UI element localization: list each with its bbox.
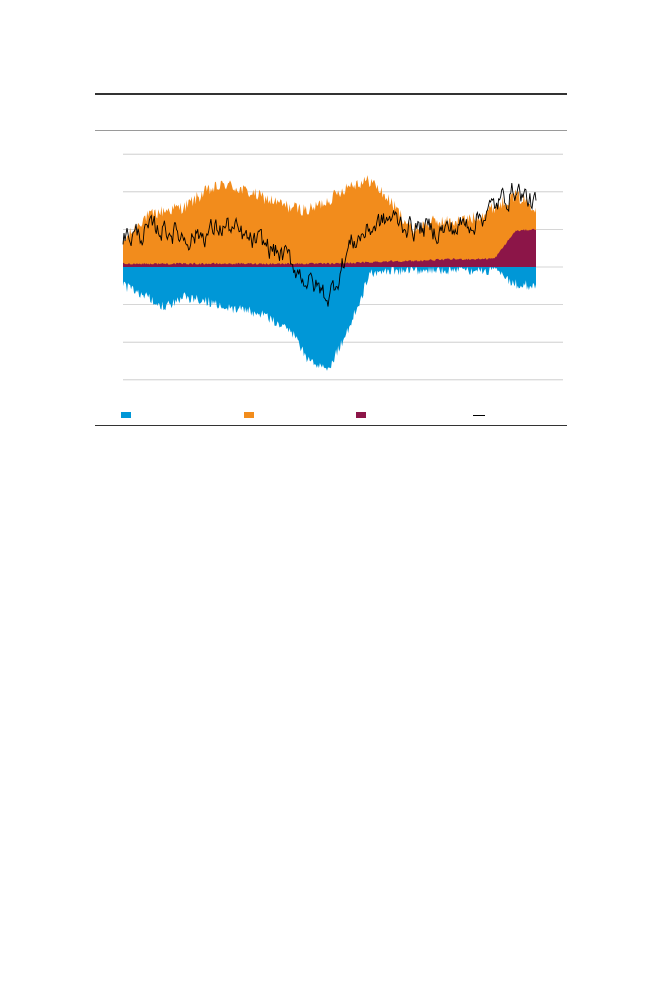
legend-item-maroon — [356, 410, 370, 420]
series-maroon-area — [123, 228, 536, 267]
title-divider — [95, 130, 567, 131]
legend-item-orange — [244, 410, 258, 420]
series-blue-area — [123, 267, 536, 371]
series-areas — [123, 175, 536, 371]
legend-swatch-line — [473, 414, 485, 416]
top-rule — [95, 93, 567, 95]
legend-swatch-blue — [121, 412, 131, 418]
series-line — [122, 182, 537, 307]
bottom-rule — [95, 425, 567, 426]
series-line — [122, 182, 537, 307]
legend-item-blue — [121, 410, 135, 420]
legend-item-line — [473, 410, 489, 420]
legend-swatch-maroon — [356, 412, 366, 418]
series-orange-area — [123, 175, 536, 267]
legend-swatch-orange — [244, 412, 254, 418]
